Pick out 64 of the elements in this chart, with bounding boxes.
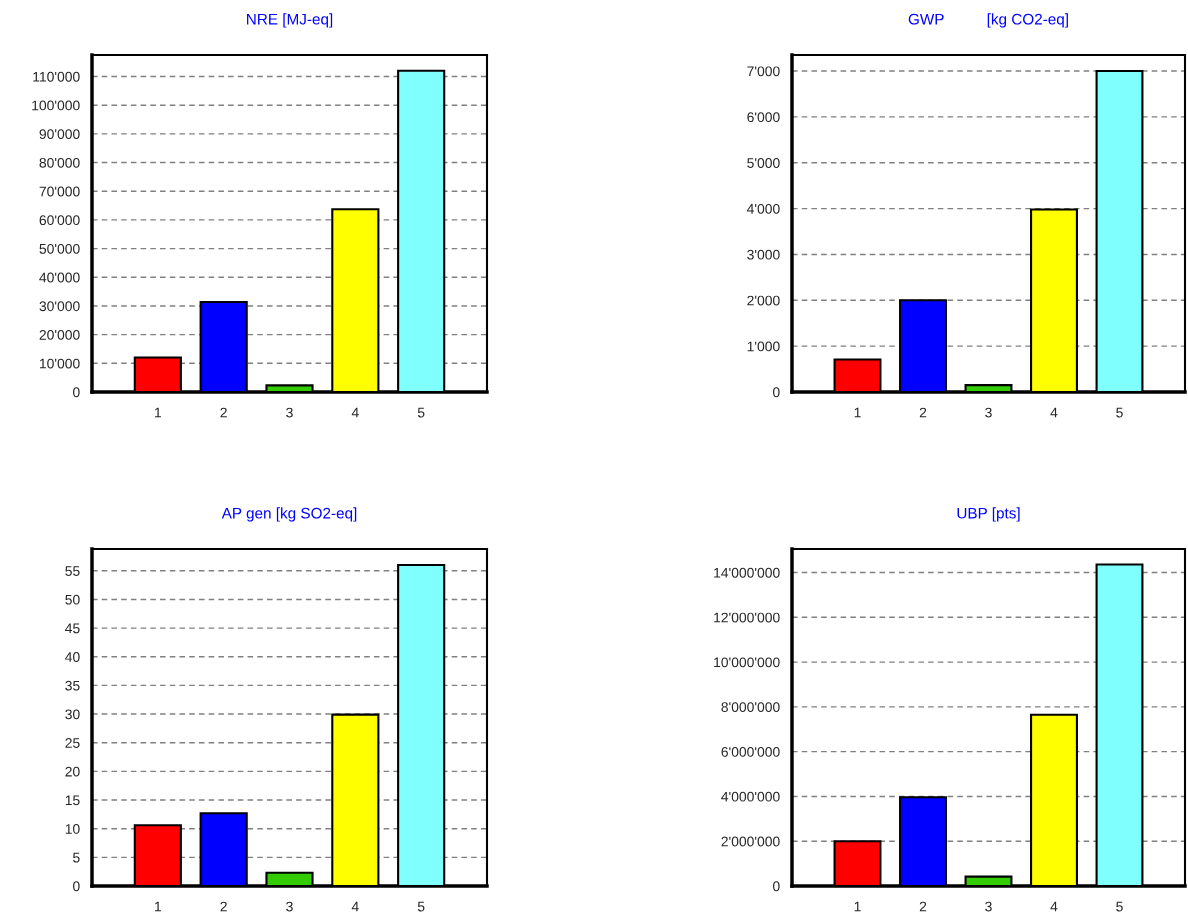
chart-title: NRE [MJ-eq] [247,13,333,28]
x-tick-label: 2 [919,901,927,912]
y-tick-label: 30'000 [39,301,80,312]
y-tick-label: 6'000 [747,112,780,123]
chart-title: GWP [kg CO2-eq] [908,13,1068,28]
x-tick-label: 2 [220,407,227,418]
x-tick-label: 4 [1050,901,1058,912]
y-tick-label: 0 [773,881,780,892]
y-tick-label: 35 [65,680,80,691]
y-tick-label: 6'000'000 [721,746,780,757]
y-tick-label: 1'000 [747,341,780,352]
y-tick-label: 40'000 [39,272,80,283]
x-tick-label: 4 [1050,407,1058,418]
y-tick-label: 0 [73,387,80,398]
y-tick-label: 7'000 [747,66,780,77]
y-tick-label: 0 [773,387,780,398]
x-tick-label: 1 [155,901,162,912]
y-tick-label: 2'000'000 [721,836,780,847]
y-tick-label: 50'000 [39,243,80,254]
y-tick-label: 40 [65,652,80,662]
y-tick-label: 5 [73,852,80,863]
y-tick-label: 12'000'000 [714,612,780,623]
x-tick-label: 2 [919,407,927,418]
x-tick-label: 5 [1116,901,1123,912]
x-tick-label: 1 [155,407,162,418]
y-tick-label: 0 [73,881,80,892]
y-tick-label: 20 [65,766,80,777]
x-tick-label: 3 [985,901,992,912]
y-tick-label: 2'000 [747,295,780,306]
y-tick-label: 15 [65,795,80,806]
y-tick-label: 5'000 [747,158,780,168]
y-tick-label: 4'000'000 [721,791,780,802]
x-tick-label: 4 [351,901,359,912]
y-tick-label: 80'000 [39,157,80,168]
y-tick-label: 20'000 [39,329,80,340]
y-tick-label: 3'000 [747,249,780,260]
y-tick-label: 14'000'000 [714,567,780,578]
y-tick-label: 10'000'000 [714,657,780,668]
y-tick-label: 55 [65,566,80,576]
x-tick-label: 3 [985,407,992,418]
y-tick-label: 25 [65,738,80,748]
x-tick-label: 3 [286,407,293,418]
x-tick-label: 2 [220,901,227,912]
chart-title: AP gen [kg SO2-eq] [221,507,357,522]
x-tick-label: 1 [854,407,861,418]
y-tick-label: 50 [65,594,80,605]
y-tick-label: 100'000 [32,100,80,111]
y-tick-label: 70'000 [39,186,80,197]
x-tick-label: 5 [417,407,425,418]
chart-title: UBP [pts] [957,507,1020,522]
x-tick-label: 5 [1116,407,1123,418]
y-tick-label: 45 [65,623,80,634]
y-tick-label: 4'000 [746,203,780,214]
x-tick-label: 3 [286,901,293,912]
y-tick-label: 8'000'000 [721,702,780,713]
x-tick-label: 1 [854,901,861,912]
x-tick-label: 5 [417,901,425,912]
y-tick-label: 10 [65,824,80,834]
y-tick-label: 30 [65,709,80,720]
x-tick-label: 4 [351,407,359,418]
y-tick-label: 110'000 [33,71,80,82]
y-tick-label: 60'000 [39,215,80,226]
y-tick-label: 10'000 [39,358,80,369]
y-tick-label: 90'000 [39,129,80,140]
